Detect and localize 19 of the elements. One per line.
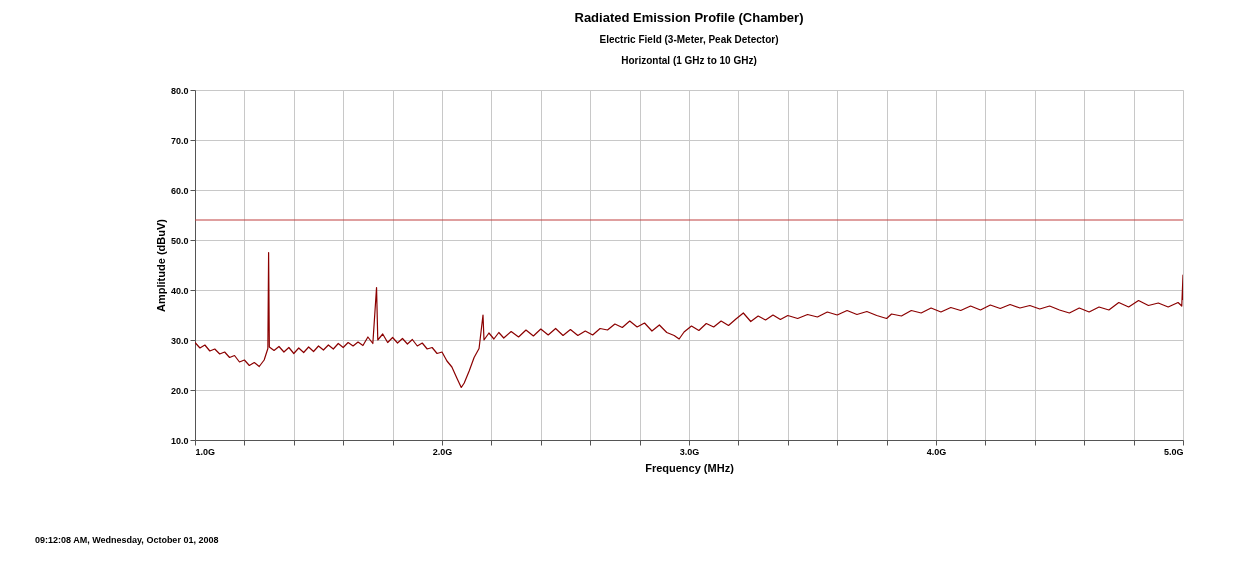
x-tick-label: 4.0G xyxy=(926,446,947,457)
x-tick-label: 2.0G xyxy=(432,446,453,457)
chart-title: Radiated Emission Profile (Chamber) xyxy=(574,10,804,25)
x-tick-label: 3.0G xyxy=(679,446,700,457)
x-tick-label: 1.0G xyxy=(195,446,216,457)
x-tick-label: 5.0G xyxy=(1163,446,1184,457)
y-axis-title: Amplitude (dBuV) xyxy=(154,218,167,312)
y-tick-label: 70.0 xyxy=(170,135,189,146)
y-tick-label: 20.0 xyxy=(170,385,189,396)
text: 09:12:08 AM, Wednesday, October 01, 2008 xyxy=(35,535,219,545)
y-tick-label: 10.0 xyxy=(170,435,189,446)
y-tick-label: 30.0 xyxy=(170,335,189,346)
y-tick-label: 60.0 xyxy=(170,185,189,196)
line-series xyxy=(195,251,1183,389)
y-tick-label: 40.0 xyxy=(170,285,189,296)
x-axis-title: Frequency (MHz) xyxy=(645,461,735,474)
y-tick-label: 80.0 xyxy=(170,85,189,96)
y-tick-label: 50.0 xyxy=(170,235,189,246)
chart-subtitle: Electric Field (3-Meter, Peak Detector) Horizontal (1 GHz to 10 GHz) xyxy=(599,34,779,66)
